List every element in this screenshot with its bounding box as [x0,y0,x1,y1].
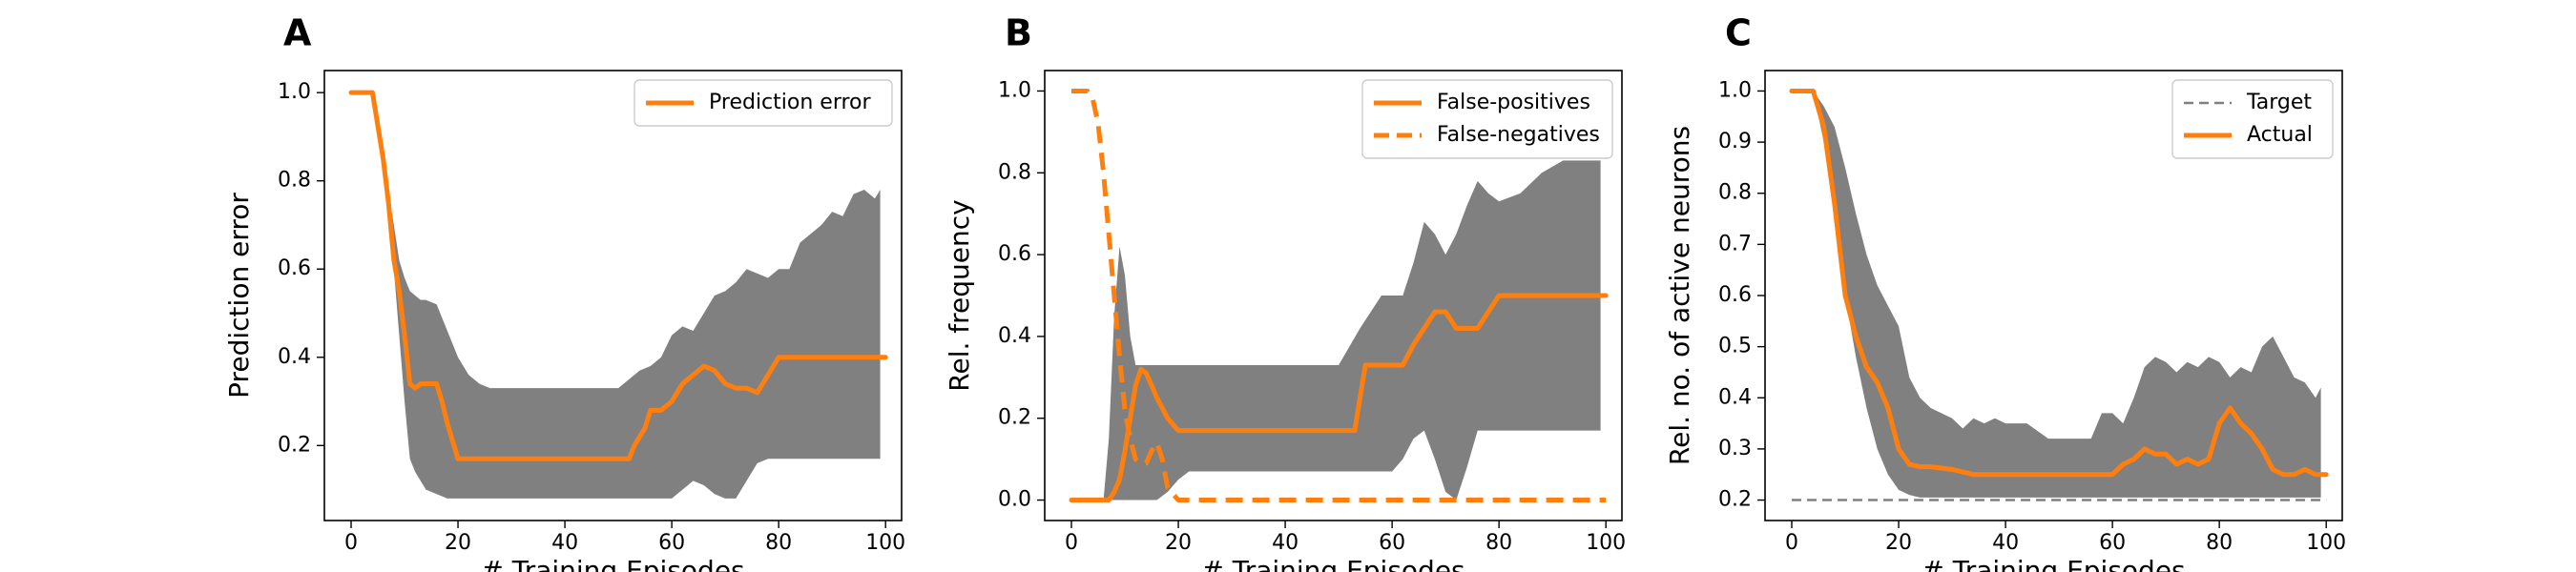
y-tick-label: 0.5 [1718,335,1752,358]
y-tick-label: 0.4 [998,324,1031,348]
panel-b: B 0 20 40 60 80 100 0.0 0.2 0.4 0.6 0.8 1.0 # Trainin… [944,12,1626,572]
y-tick-label: 1.0 [1718,78,1752,102]
series-line-prediction-error [348,90,888,461]
y-tick-label: 0.8 [1718,181,1752,205]
legend-label: Actual [2247,123,2313,147]
x-tick-label: 0 [1785,531,1798,555]
y-tick-label: 0.8 [998,160,1031,184]
x-tick-label: 80 [2206,531,2233,555]
y-tick-label: 0.6 [998,242,1031,266]
legend-box [634,79,893,127]
y-tick-label: 0.4 [1718,385,1752,409]
x-axis-label: # Training Episodes [1201,555,1465,572]
x-tick-label: 20 [1165,531,1192,555]
y-tick-label: 0.2 [278,433,311,457]
panel-c: C 0 20 40 60 80 100 0.2 0.3 0.4 0.5 0.6 0.7 0.8 0.9 1.0… [1664,12,2346,572]
x-tick-label: 100 [1586,531,1626,555]
panel-a: A 0 20 40 60 80 100 0.2 0.4 0.6 0.8 1.0 # Training E… [223,12,905,572]
x-tick-label: 0 [344,531,358,555]
confidence-band [1103,160,1601,500]
y-tick-label: 0.2 [1718,488,1752,512]
x-tick-label: 0 [1065,531,1078,555]
x-tick-label: 40 [1272,531,1298,555]
x-tick-label: 100 [2306,531,2346,555]
y-tick-label: 0.7 [1718,232,1752,255]
y-axis-label: Rel. no. of active neurons [1664,126,1695,465]
legend-box [2171,79,2334,159]
y-axis-label: Rel. frequency [944,199,975,391]
x-tick-label: 20 [445,531,471,555]
x-tick-label: 100 [865,531,905,555]
plot-frame [1044,70,1623,521]
y-tick-label: 0.0 [998,488,1031,512]
legend: Target Actual [2171,79,2334,159]
confidence-band [1792,91,2321,498]
legend-label: Target [2246,91,2312,114]
confidence-band [351,92,881,499]
y-tick-label: 1.0 [278,80,311,104]
y-tick-label: 0.9 [1718,130,1752,153]
legend: Prediction error [634,79,893,127]
x-tick-label: 80 [1485,531,1512,555]
x-axis-label: # Training Episodes [481,555,744,572]
y-tick-label: 1.0 [998,78,1031,102]
y-tick-label: 0.3 [1718,437,1752,460]
panel-letter: A [283,12,312,54]
series-line-actual [1789,88,2329,478]
x-tick-label: 40 [551,531,578,555]
series-line-false-negatives [1071,88,1607,503]
y-tick-label: 0.6 [278,256,311,280]
y-tick-label: 0.6 [1718,283,1752,307]
panel-letter: B [1005,12,1032,54]
y-tick-label: 0.8 [278,169,311,193]
legend: False-positives False-negatives [1361,79,1613,159]
y-tick-label: 0.4 [278,345,311,369]
x-tick-label: 80 [765,531,792,555]
x-tick-label: 40 [1992,531,2019,555]
legend-label: Prediction error [709,91,871,114]
y-tick-label: 0.2 [998,406,1031,430]
legend-box [1361,79,1613,159]
x-axis-label: # Training Episodes [1922,555,2185,572]
legend-label: False-positives [1437,91,1590,114]
x-tick-label: 60 [658,531,685,555]
y-axis-label: Prediction error [223,193,255,398]
legend-label: False-negatives [1437,123,1600,147]
plot-frame [323,70,903,521]
panel-letter: C [1725,12,1752,54]
x-tick-label: 60 [2099,531,2126,555]
x-tick-label: 20 [1885,531,1912,555]
x-tick-label: 60 [1379,531,1405,555]
